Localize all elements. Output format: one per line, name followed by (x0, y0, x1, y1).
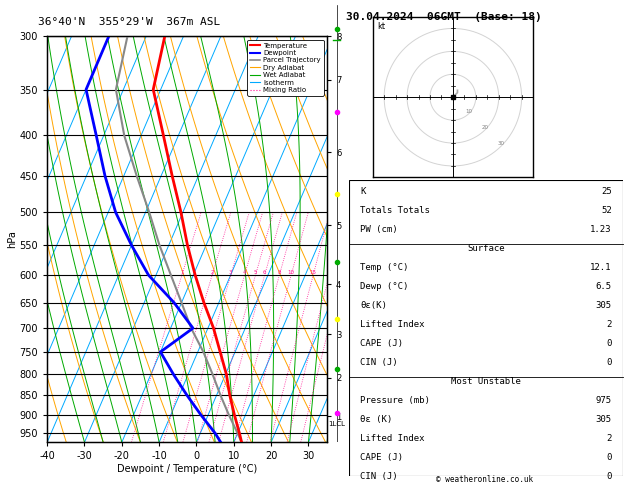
Text: 30.04.2024  06GMT  (Base: 18): 30.04.2024 06GMT (Base: 18) (346, 12, 542, 22)
Text: 8: 8 (277, 270, 281, 275)
Text: 0: 0 (606, 453, 612, 462)
Text: Most Unstable: Most Unstable (451, 377, 521, 386)
Text: 20: 20 (481, 125, 489, 130)
Text: 12.1: 12.1 (590, 263, 612, 272)
Text: CAPE (J): CAPE (J) (360, 453, 403, 462)
Legend: Temperature, Dewpoint, Parcel Trajectory, Dry Adiabat, Wet Adiabat, Isotherm, Mi: Temperature, Dewpoint, Parcel Trajectory… (247, 40, 323, 96)
Text: PW (cm): PW (cm) (360, 225, 398, 234)
Text: 1: 1 (180, 270, 184, 275)
Text: CIN (J): CIN (J) (360, 472, 398, 481)
Text: 1LCL: 1LCL (328, 421, 345, 427)
Text: 25: 25 (601, 187, 612, 196)
Text: 52: 52 (601, 206, 612, 215)
Text: K: K (360, 187, 365, 196)
Text: 0: 0 (606, 339, 612, 348)
Text: θε (K): θε (K) (360, 415, 392, 424)
X-axis label: Dewpoint / Temperature (°C): Dewpoint / Temperature (°C) (117, 464, 257, 474)
Text: CAPE (J): CAPE (J) (360, 339, 403, 348)
Text: 305: 305 (596, 301, 612, 310)
Y-axis label: km
ASL: km ASL (351, 220, 365, 240)
Text: 6.5: 6.5 (596, 282, 612, 291)
Text: Totals Totals: Totals Totals (360, 206, 430, 215)
Text: 2: 2 (210, 270, 214, 275)
Text: Lifted Index: Lifted Index (360, 434, 425, 443)
Text: 3: 3 (229, 270, 233, 275)
Text: © weatheronline.co.uk: © weatheronline.co.uk (436, 474, 533, 484)
Text: 0: 0 (606, 358, 612, 367)
Text: 1.23: 1.23 (590, 225, 612, 234)
Text: 6: 6 (263, 270, 267, 275)
Text: 5: 5 (253, 270, 257, 275)
Text: Surface: Surface (467, 244, 504, 253)
Text: Dewp (°C): Dewp (°C) (360, 282, 408, 291)
Text: 36°40'N  355°29'W  367m ASL: 36°40'N 355°29'W 367m ASL (38, 17, 220, 27)
Text: kt: kt (377, 21, 386, 31)
Text: Lifted Index: Lifted Index (360, 320, 425, 329)
Y-axis label: hPa: hPa (7, 230, 17, 248)
Text: Temp (°C): Temp (°C) (360, 263, 408, 272)
Text: 15: 15 (309, 270, 316, 275)
Text: 30: 30 (498, 141, 504, 146)
FancyBboxPatch shape (349, 180, 623, 476)
Text: 2: 2 (606, 320, 612, 329)
Text: 10: 10 (465, 109, 472, 114)
Text: CIN (J): CIN (J) (360, 358, 398, 367)
Text: 975: 975 (596, 396, 612, 405)
Text: 0: 0 (606, 472, 612, 481)
Text: θε(K): θε(K) (360, 301, 387, 310)
Text: 4: 4 (243, 270, 247, 275)
Text: 305: 305 (596, 415, 612, 424)
Text: 10: 10 (287, 270, 294, 275)
Text: 2: 2 (606, 434, 612, 443)
Text: Pressure (mb): Pressure (mb) (360, 396, 430, 405)
